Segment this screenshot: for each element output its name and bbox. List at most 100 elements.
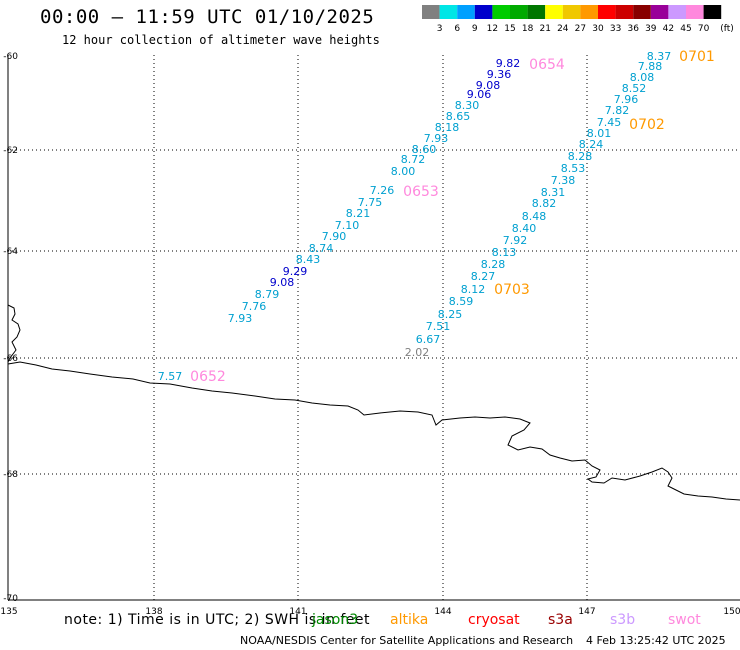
wave-height-value: 8.18 bbox=[435, 121, 460, 134]
pass-time-label: 0703 bbox=[494, 282, 530, 298]
legend-swatch bbox=[422, 5, 440, 19]
wave-height-value: 7.75 bbox=[358, 196, 383, 209]
legend-tick-label: 18 bbox=[522, 24, 534, 34]
wave-height-value: 9.82 bbox=[496, 57, 521, 70]
wave-height-value: 8.37 bbox=[647, 50, 672, 63]
legend-swatch bbox=[510, 5, 528, 19]
wave-height-value: 7.82 bbox=[605, 104, 630, 117]
wave-height-value: 8.28 bbox=[568, 150, 593, 163]
wave-height-value: 7.26 bbox=[370, 184, 395, 197]
pass-time-label: 0654 bbox=[529, 57, 565, 73]
legend-swatch bbox=[668, 5, 686, 19]
legend-swatch bbox=[598, 5, 616, 19]
wave-height-value: 7.93 bbox=[424, 132, 449, 145]
wave-height-value: 8.48 bbox=[522, 210, 547, 223]
longitude-label: 147 bbox=[578, 607, 595, 617]
wave-height-value: 7.90 bbox=[322, 230, 347, 243]
pass-time-label: 0702 bbox=[629, 117, 665, 133]
legend-tick-label: 27 bbox=[575, 24, 586, 34]
legend-tick-label: 24 bbox=[557, 24, 569, 34]
wave-height-value: 7.57 bbox=[158, 370, 183, 383]
map-frame bbox=[7, 55, 740, 601]
legend-tick-label: 15 bbox=[504, 24, 515, 34]
wave-height-value: 8.43 bbox=[296, 253, 321, 266]
longitude-label: 150 bbox=[723, 607, 740, 617]
wave-height-value: 7.10 bbox=[335, 219, 360, 232]
credit-line: NOAA/NESDIS Center for Satellite Applica… bbox=[240, 634, 574, 647]
wave-height-value: 8.53 bbox=[561, 162, 586, 175]
wave-height-value: 2.02 bbox=[405, 346, 430, 359]
wave-height-value: 7.93 bbox=[228, 312, 253, 325]
axis-labels: 135 138 141 144 147 150 -60 -62 -64 -66 -68 -70 bbox=[0, 52, 740, 617]
wave-height-value: 8.31 bbox=[541, 186, 566, 199]
wave-height-value: 7.45 bbox=[597, 116, 622, 129]
wave-height-value: 8.40 bbox=[512, 222, 537, 235]
wave-height-value: 8.28 bbox=[481, 258, 506, 271]
legend-swatch bbox=[580, 5, 598, 19]
wave-height-value: 8.24 bbox=[579, 138, 604, 151]
pass-time-label: 0701 bbox=[679, 49, 715, 65]
generation-timestamp: 4 Feb 13:25:42 UTC 2025 bbox=[586, 634, 726, 647]
legend-swatch bbox=[439, 5, 458, 19]
wave-height-value: 9.06 bbox=[467, 88, 492, 101]
longitude-label: 135 bbox=[0, 607, 17, 617]
legend-swatch bbox=[615, 5, 634, 19]
map-title: 00:00 – 11:59 UTC 01/10/2025 bbox=[40, 6, 375, 28]
legend-tick-label: 3 bbox=[437, 24, 443, 34]
legend-swatch bbox=[703, 5, 722, 19]
legend-swatch bbox=[650, 5, 669, 19]
wave-height-value: 8.13 bbox=[492, 246, 517, 259]
legend-tick-label: 70 bbox=[698, 24, 710, 34]
satellite-name: cryosat bbox=[468, 612, 520, 628]
legend-tick-label: 45 bbox=[680, 24, 691, 34]
legend-units: (ft) bbox=[720, 24, 734, 34]
legend-tick-label: 36 bbox=[627, 24, 639, 34]
legend-swatch bbox=[527, 5, 546, 19]
wave-height-value: 8.01 bbox=[587, 127, 612, 140]
longitude-label: 138 bbox=[145, 607, 162, 617]
wave-height-labels: 7.577.937.768.799.089.298.438.747.907.10… bbox=[158, 49, 715, 385]
wave-height-value: 7.38 bbox=[551, 174, 576, 187]
legend-tick-label: 21 bbox=[539, 24, 550, 34]
wave-height-value: 7.88 bbox=[638, 60, 663, 73]
wave-height-value: 9.08 bbox=[270, 276, 295, 289]
wave-height-value: 8.65 bbox=[446, 110, 471, 123]
coastline bbox=[7, 304, 740, 501]
legend-swatch bbox=[545, 5, 563, 19]
wave-height-value: 8.82 bbox=[532, 197, 557, 210]
wave-height-value: 7.51 bbox=[426, 320, 451, 333]
wave-height-value: 7.92 bbox=[503, 234, 528, 247]
satellite-name: s3b bbox=[610, 612, 636, 628]
wave-height-value: 8.30 bbox=[455, 99, 480, 112]
wave-height-value: 8.52 bbox=[622, 82, 647, 95]
legend-tick-label: 42 bbox=[663, 24, 674, 34]
satellite-name: altika bbox=[390, 612, 429, 628]
wave-height-value: 9.36 bbox=[487, 68, 512, 81]
legend-tick-label: 33 bbox=[610, 24, 621, 34]
longitude-label: 144 bbox=[434, 607, 451, 617]
legend-tick-label: 30 bbox=[592, 24, 604, 34]
legend-swatch bbox=[457, 5, 475, 19]
wave-height-value: 8.00 bbox=[391, 165, 416, 178]
latitude-label: -64 bbox=[3, 247, 18, 257]
wave-height-value: 8.79 bbox=[255, 288, 280, 301]
wave-height-value: 7.76 bbox=[242, 300, 267, 313]
legend-tick-label: 6 bbox=[454, 24, 460, 34]
pass-time-label: 0652 bbox=[190, 369, 226, 385]
latitude-label: -68 bbox=[3, 470, 18, 480]
wave-height-value: 8.25 bbox=[438, 308, 463, 321]
graticule bbox=[8, 55, 740, 600]
legend-swatch bbox=[562, 5, 581, 19]
satellite-name: swot bbox=[668, 612, 701, 628]
latitude-label: -70 bbox=[3, 594, 18, 604]
latitude-label: -60 bbox=[3, 52, 18, 62]
legend-swatch bbox=[474, 5, 493, 19]
pass-time-label: 0653 bbox=[403, 184, 439, 200]
latitude-label: -66 bbox=[3, 354, 18, 364]
longitude-label: 141 bbox=[289, 607, 306, 617]
legend-swatch bbox=[686, 5, 704, 19]
wave-height-value: 8.74 bbox=[309, 242, 334, 255]
wave-height-value: 8.72 bbox=[401, 153, 426, 166]
wave-height-value: 9.08 bbox=[476, 79, 501, 92]
legend-swatch bbox=[633, 5, 651, 19]
